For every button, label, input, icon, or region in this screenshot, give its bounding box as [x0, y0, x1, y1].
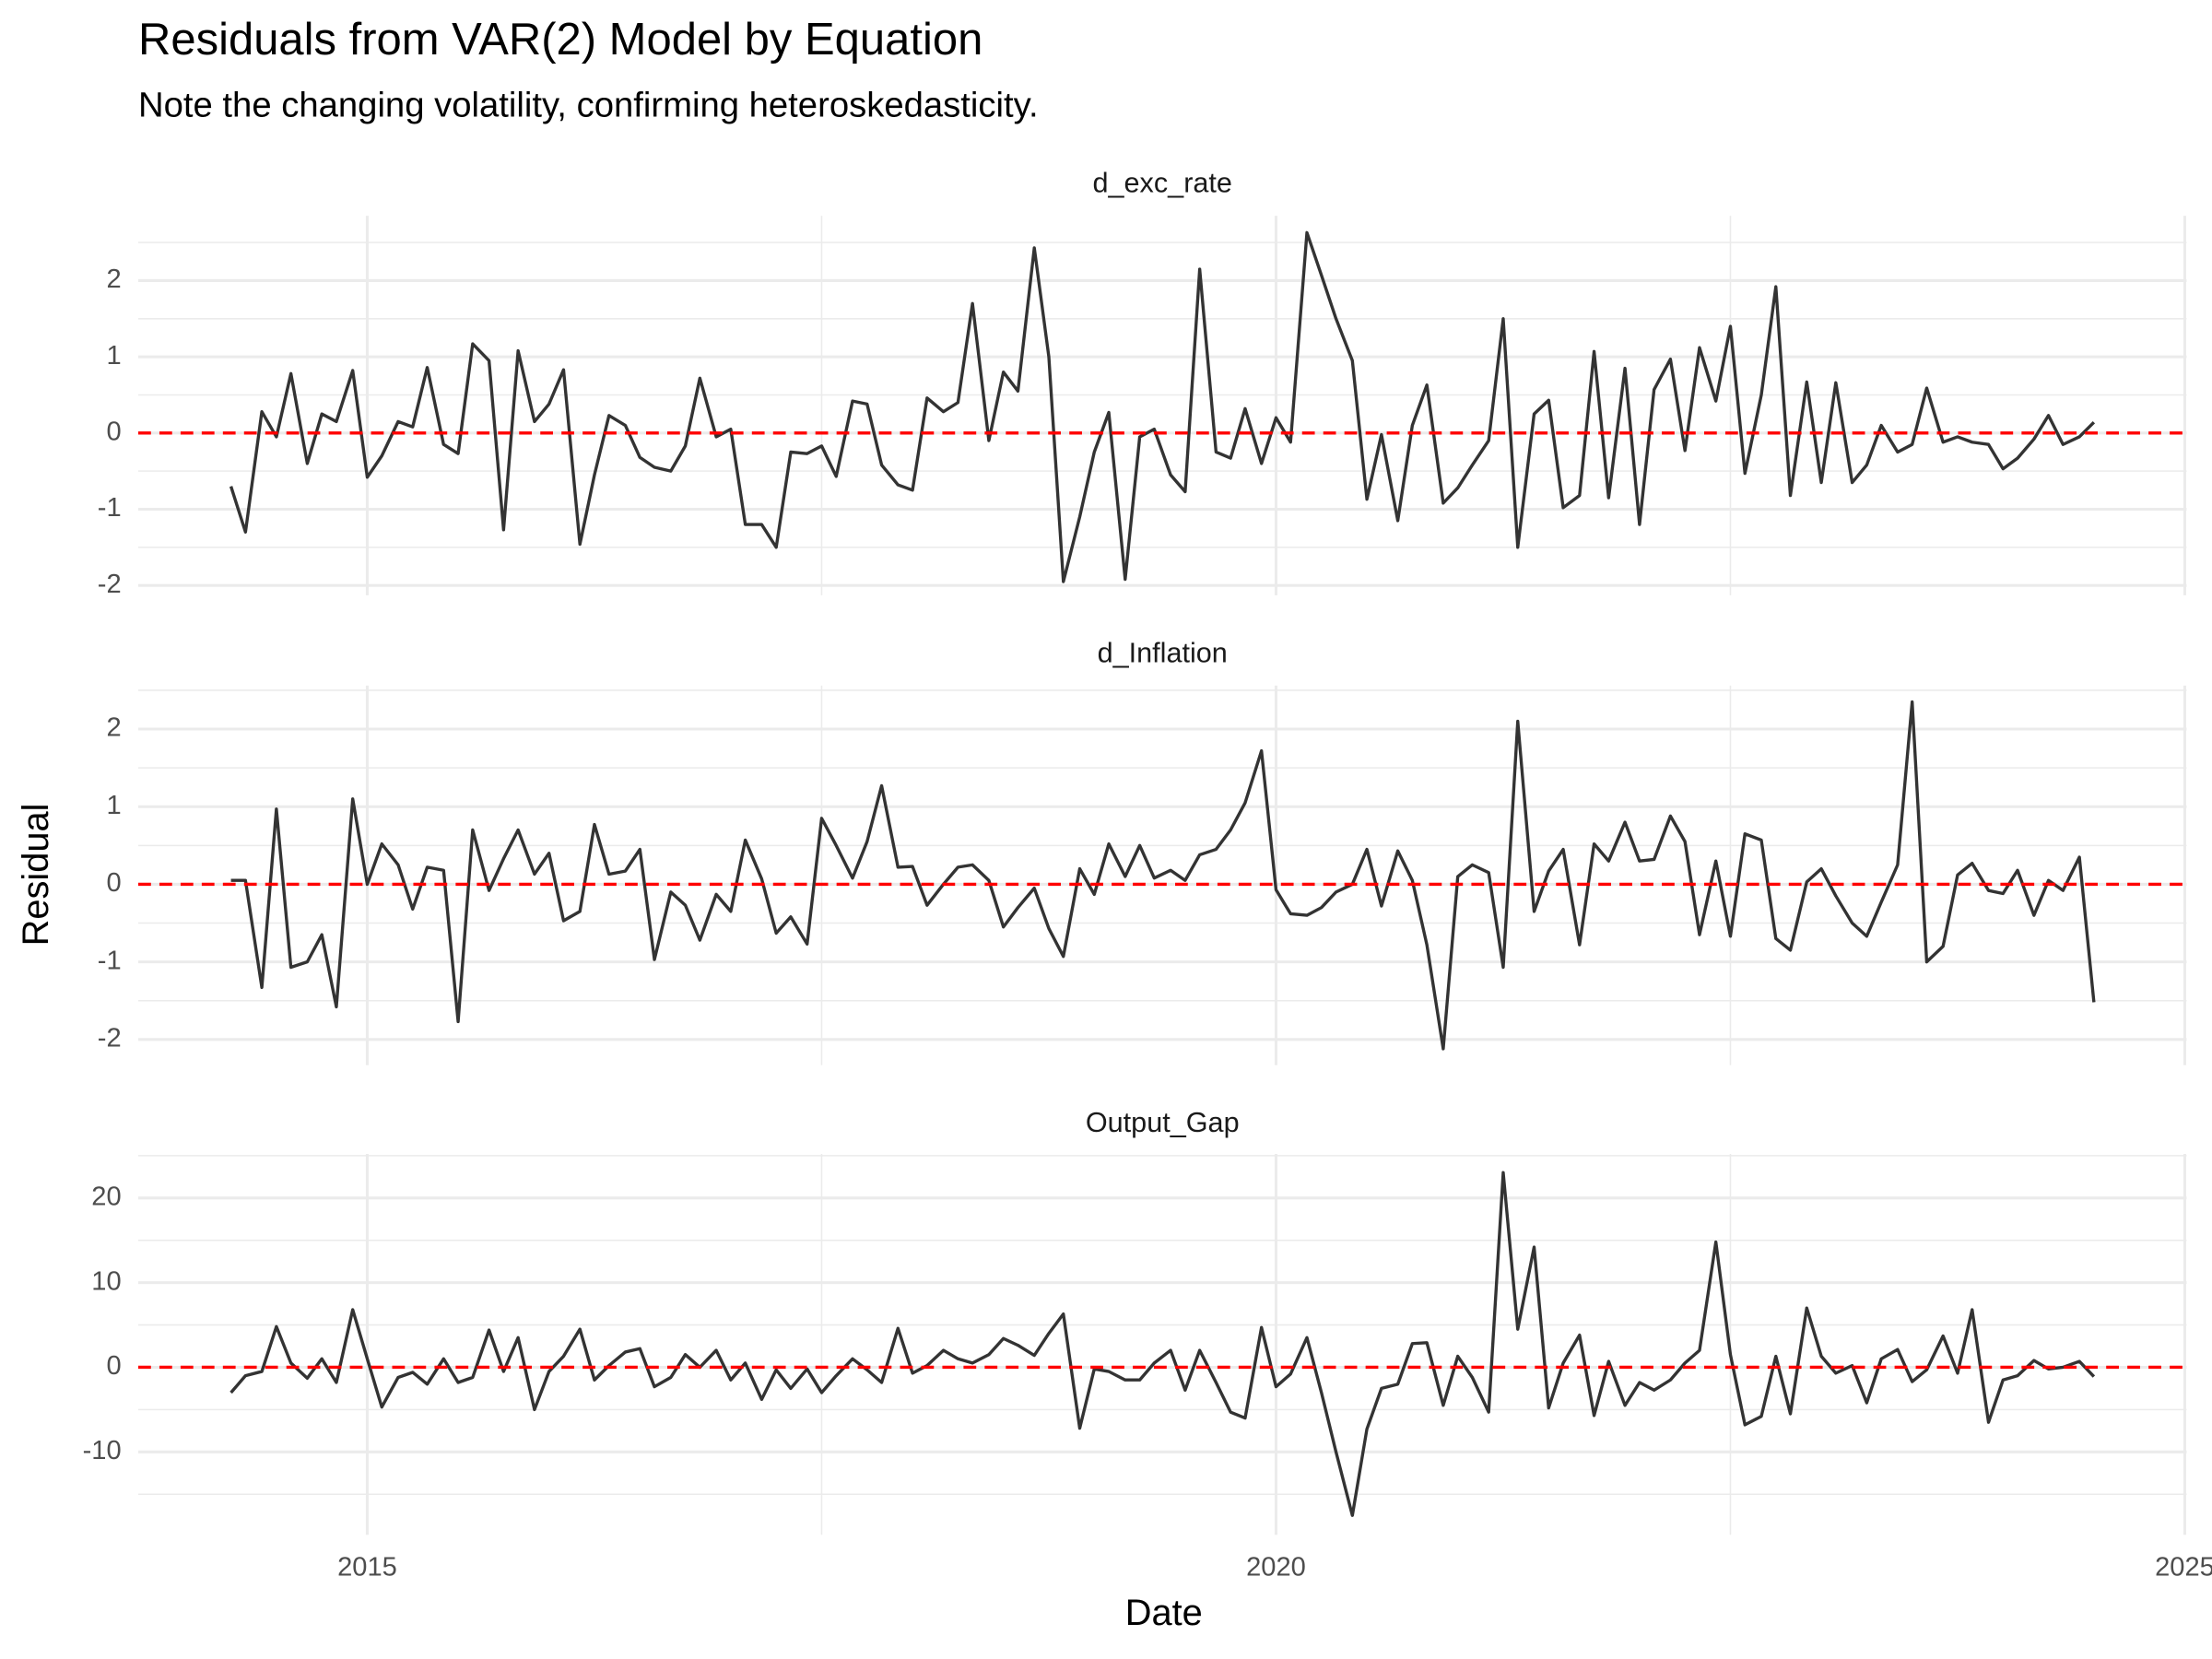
y-tick-label: 20 [91, 1182, 121, 1211]
x-tick-label: 2015 [337, 1553, 397, 1583]
y-tick-label: -2 [98, 1024, 122, 1053]
y-tick-label: -1 [98, 946, 122, 975]
y-tick-label: 1 [106, 341, 121, 371]
y-tick-label: 0 [106, 418, 121, 447]
x-axis-label: Date [1125, 1593, 1203, 1633]
panel-title: d_Inflation [1098, 637, 1228, 668]
y-tick-label: 2 [106, 713, 121, 743]
y-axis-label: Residual [16, 804, 56, 947]
x-tick-label: 2020 [1246, 1553, 1306, 1583]
residual-line [230, 700, 2096, 1051]
residual-line [229, 230, 2096, 583]
panel-title: d_exc_rate [1092, 168, 1231, 199]
y-tick-label: 10 [91, 1266, 121, 1296]
y-tick-label: 0 [106, 1351, 121, 1381]
y-tick-label: 0 [106, 868, 121, 898]
x-tick-label: 2025 [2155, 1553, 2212, 1583]
y-tick-label: 1 [106, 791, 121, 820]
residual-line [229, 1171, 2096, 1517]
y-tick-label: -10 [83, 1436, 122, 1465]
y-tick-label: -2 [98, 570, 122, 599]
chart-title: Residuals from VAR(2) Model by Equation [138, 15, 982, 65]
y-tick-label: 2 [106, 265, 121, 294]
y-tick-label: -1 [98, 493, 122, 523]
panel-title: Output_Gap [1086, 1107, 1240, 1138]
chart-subtitle: Note the changing volatility, confirming… [138, 85, 1039, 124]
